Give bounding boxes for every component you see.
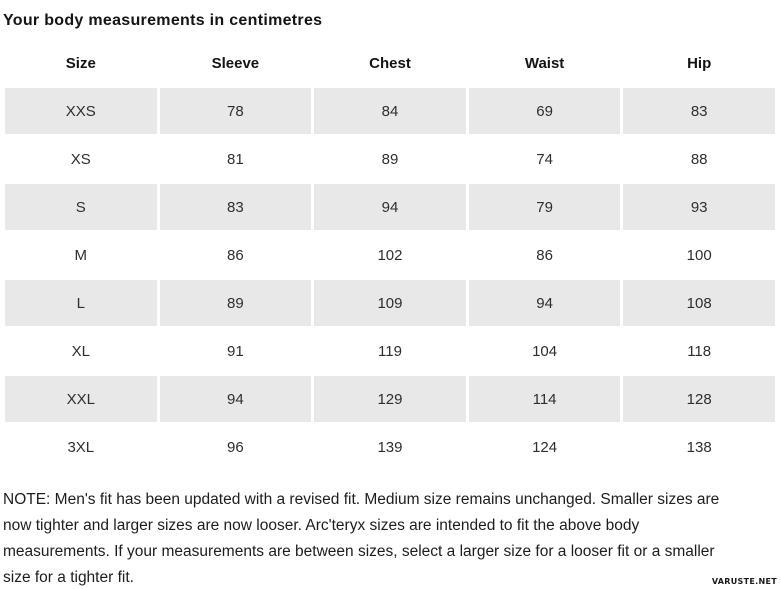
note-text: NOTE: Men's fit has been updated with a … bbox=[3, 487, 778, 589]
waist-value: 94 bbox=[468, 280, 621, 326]
size-label: XL bbox=[71, 342, 90, 360]
varuste-net-watermark: VARUSTE.NET bbox=[711, 577, 777, 586]
waist-value: 114 bbox=[468, 376, 621, 422]
chest-value: 102 bbox=[377, 246, 403, 264]
sleeve-value: 89 bbox=[159, 280, 312, 326]
waist-value: 69 bbox=[468, 88, 621, 134]
note-line: NOTE: Men's fit has been updated with a … bbox=[3, 491, 720, 508]
hip-value: 100 bbox=[686, 246, 712, 264]
size-label: L bbox=[5, 280, 157, 326]
hip-value: 118 bbox=[687, 342, 712, 360]
table-row: XXL 94 129 114 128 bbox=[5, 376, 775, 422]
waist-value: 86 bbox=[536, 246, 553, 264]
hip-value: 83 bbox=[623, 88, 775, 134]
sleeve-value: 96 bbox=[227, 438, 244, 456]
size-label: M bbox=[74, 246, 88, 264]
note-line: now tighter and larger sizes are now loo… bbox=[3, 517, 640, 534]
column-header-sleeve: Sleeve bbox=[211, 54, 260, 72]
size-label: XXL bbox=[5, 376, 157, 422]
page-title: Your body measurements in centimetres bbox=[3, 11, 323, 29]
sleeve-value: 86 bbox=[227, 246, 244, 264]
waist-value: 124 bbox=[532, 438, 558, 456]
waist-value: 79 bbox=[468, 184, 621, 230]
size-label: 3XL bbox=[67, 438, 95, 456]
hip-value: 93 bbox=[623, 184, 775, 230]
table-row: XXS 78 84 69 83 bbox=[5, 88, 775, 134]
measurements-table: Size Sleeve Chest Waist Hip XXS 78 84 69… bbox=[5, 44, 775, 472]
sleeve-value: 83 bbox=[159, 184, 312, 230]
hip-value: 108 bbox=[623, 280, 775, 326]
note-line: size for a tighter fit. bbox=[3, 569, 134, 586]
column-header-size: Size bbox=[65, 54, 96, 72]
size-label: S bbox=[5, 184, 157, 230]
table-row: L 89 109 94 108 bbox=[5, 280, 775, 326]
table-row: M 86 102 86 100 bbox=[5, 232, 775, 278]
table-row: 3XL 96 139 124 138 bbox=[5, 424, 775, 470]
waist-value: 74 bbox=[536, 150, 553, 168]
sleeve-value: 91 bbox=[227, 342, 244, 360]
chest-value: 109 bbox=[314, 280, 466, 326]
table-row: S 83 94 79 93 bbox=[5, 184, 775, 230]
column-header-hip: Hip bbox=[687, 54, 712, 72]
chest-value: 94 bbox=[314, 184, 466, 230]
table-row: XS 81 89 74 88 bbox=[5, 136, 775, 182]
table-row: XL 91 119 104 118 bbox=[5, 328, 775, 374]
hip-value: 88 bbox=[690, 150, 708, 168]
column-header-chest: Chest bbox=[369, 54, 411, 72]
hip-value: 128 bbox=[623, 376, 775, 422]
hip-value: 138 bbox=[686, 438, 712, 456]
chest-value: 119 bbox=[378, 342, 402, 360]
size-label: XXS bbox=[5, 88, 157, 134]
sleeve-value: 94 bbox=[159, 376, 312, 422]
waist-value: 104 bbox=[532, 342, 558, 360]
note-line: measurements. If your measurements are b… bbox=[3, 543, 715, 560]
size-label: XS bbox=[70, 150, 91, 168]
chest-value: 139 bbox=[377, 438, 403, 456]
chest-value: 89 bbox=[381, 150, 399, 168]
sleeve-value: 81 bbox=[227, 150, 244, 168]
table-header-row: Size Sleeve Chest Waist Hip bbox=[5, 44, 775, 82]
chest-value: 84 bbox=[314, 88, 466, 134]
chest-value: 129 bbox=[314, 376, 466, 422]
sleeve-value: 78 bbox=[159, 88, 312, 134]
column-header-waist: Waist bbox=[524, 54, 565, 72]
